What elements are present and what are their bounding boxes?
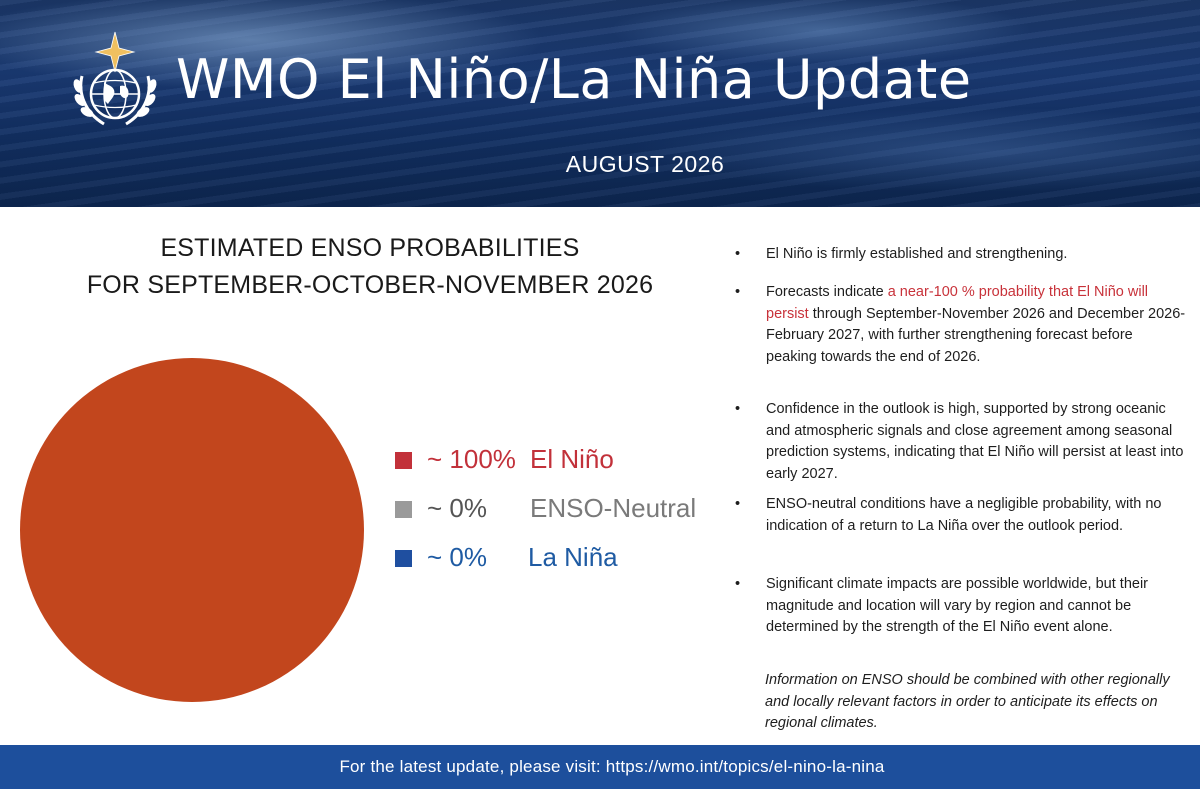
bullet-text: Confidence in the outlook is high, suppo…: [766, 401, 1184, 482]
chart-title-line-2: FOR SEPTEMBER-OCTOBER-NOVEMBER 2026: [86, 271, 654, 299]
legend-value-enso-neutral: ~ 0%: [427, 493, 487, 523]
legend-label-la-nina: La Niña: [528, 542, 618, 572]
header-banner: WMO El Niño/La Niña Update AUGUST 2026: [0, 0, 1200, 207]
bullet-marker: •: [735, 496, 741, 512]
bullet-text: Significant climate impacts are possible…: [766, 576, 1149, 635]
footer-link-text[interactable]: For the latest update, please visit: htt…: [339, 757, 885, 776]
bullet-marker: •: [735, 284, 741, 300]
wmo-emblem-icon: [68, 30, 162, 130]
bullet-marker: •: [735, 401, 741, 417]
chart-title-line-1: ESTIMATED ENSO PROBABILITIES: [160, 234, 580, 262]
chart-title: ESTIMATED ENSO PROBABILITIES FOR SEPTEMB…: [40, 230, 700, 304]
bullet-text: through September-November 2026 and Dece…: [766, 305, 1186, 365]
legend-item-la-nina: ~ 0% La Niña: [395, 540, 725, 580]
legend-value-la-nina: ~ 0%: [427, 542, 487, 572]
bullet-text: Forecasts indicate: [766, 284, 888, 300]
bullet-marker: •: [735, 246, 741, 262]
bullet-text: El Niño is firmly established and streng…: [766, 246, 1068, 262]
enso-note: Information on ENSO should be combined w…: [765, 672, 1170, 731]
legend-label-el-nino: El Niño: [530, 444, 614, 474]
legend-swatch-la-nina: [395, 550, 412, 567]
legend-value-el-nino: ~ 100%: [427, 444, 516, 474]
footer-bar: For the latest update, please visit: htt…: [0, 745, 1200, 789]
bullet-marker: •: [735, 576, 741, 592]
legend-swatch-enso-neutral: [395, 501, 412, 518]
pie-svg: [20, 358, 364, 702]
pie-slice-el-ni-o: [20, 358, 364, 702]
legend-label-enso-neutral: ENSO-Neutral: [530, 493, 697, 523]
legend-item-el-nino: ~ 100% El Niño: [395, 442, 725, 482]
highlighted-text: a near-100 % probability that El Niño wi…: [766, 284, 1149, 322]
legend-item-enso-neutral: ~ 0% ENSO-Neutral: [395, 491, 725, 531]
page-title: WMO El Niño/La Niña Update: [176, 48, 972, 111]
bullet-text: ENSO-neutral conditions have a negligibl…: [766, 496, 1162, 534]
enso-pie-chart: [19, 357, 365, 703]
issue-date: AUGUST 2026: [565, 151, 725, 177]
legend-swatch-el-nino: [395, 452, 412, 469]
